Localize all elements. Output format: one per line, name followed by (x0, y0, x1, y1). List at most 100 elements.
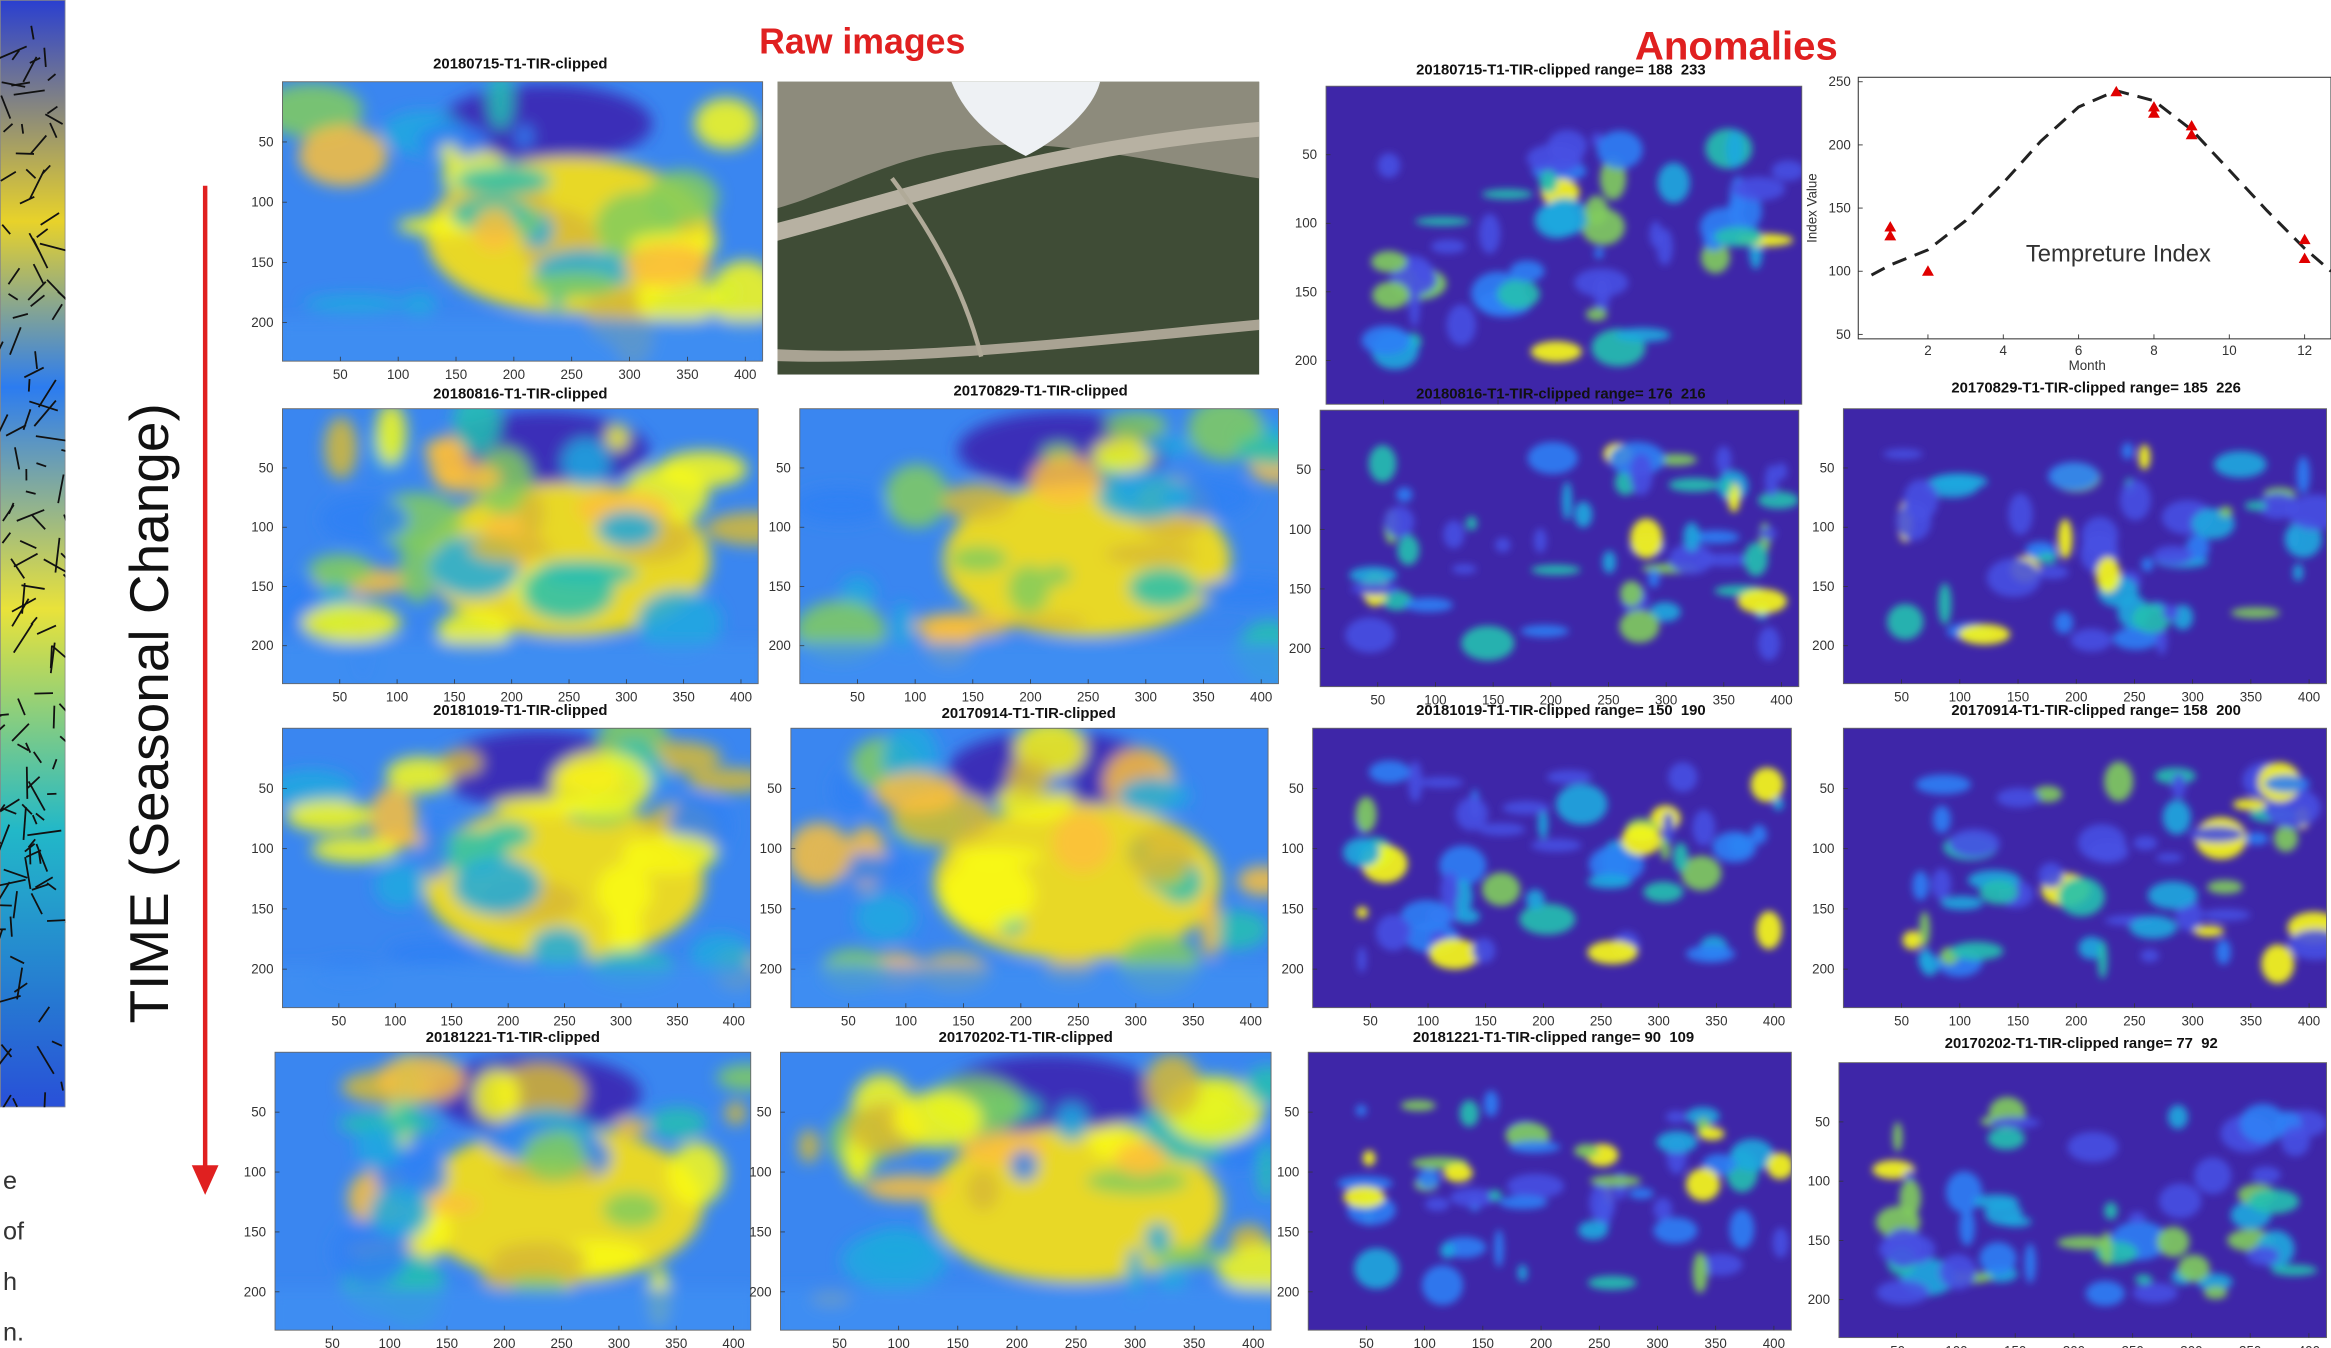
blob (1528, 442, 1578, 474)
y-tick-label: 150 (1812, 901, 1834, 916)
blob (1979, 880, 2018, 904)
blob (1597, 131, 1643, 169)
blob (2207, 880, 2243, 894)
blob (2240, 1104, 2286, 1143)
blob (1686, 1168, 1720, 1201)
blob (2141, 557, 2153, 571)
blob (1145, 1054, 1201, 1118)
x-tick-label: 150 (441, 1013, 463, 1028)
y-tick-label: 100 (1812, 841, 1834, 856)
x-tick-label: 250 (1065, 1336, 1087, 1348)
heading: Raw images (759, 22, 965, 62)
blob (1198, 578, 1298, 605)
y-tick-label: 150 (251, 901, 273, 916)
blob (356, 1125, 403, 1167)
blob (1657, 163, 1689, 204)
blob (2129, 1212, 2146, 1223)
y-tick-label: 100 (1829, 264, 1851, 279)
blob (1759, 527, 1776, 539)
x-tick-label: 100 (1949, 1013, 1971, 1028)
blob (2057, 1236, 2111, 1249)
blob (424, 439, 465, 460)
blob (1546, 770, 1592, 784)
y-tick-label: 50 (1820, 781, 1835, 796)
blob (1053, 812, 1112, 873)
blob (1369, 760, 1410, 783)
y-tick-label: 50 (259, 781, 274, 796)
blob (793, 487, 887, 523)
blob (1362, 326, 1411, 355)
x-tick-label: 350 (2240, 1013, 2262, 1028)
x-tick-label: 200 (1006, 1336, 1028, 1348)
blob (2281, 1126, 2310, 1156)
blob (1531, 839, 1582, 852)
y-tick-label: 50 (1289, 781, 1304, 796)
heatmap-panel: 20170202-T1-TIR-clipped range= 77 925010… (1808, 1036, 2328, 1348)
blob (1919, 911, 1930, 946)
blob (1950, 942, 2003, 960)
blob (2055, 612, 2074, 634)
x-tick-label: 300 (610, 1013, 632, 1028)
blob (864, 1174, 952, 1201)
x-tick-label: 300 (608, 1336, 630, 1348)
x-tick-label: 300 (2182, 1013, 2204, 1028)
blob (1773, 797, 1784, 810)
x-tick-label: 250 (2123, 1013, 2145, 1028)
x-tick-label: 400 (734, 367, 756, 382)
blob (874, 772, 960, 813)
blob (1692, 810, 1715, 846)
blob (624, 242, 711, 286)
heatmap-image (1313, 728, 1792, 1007)
blob (1440, 872, 1458, 909)
panel-title: 20180715-T1-TIR-clipped (433, 56, 607, 72)
blob (2038, 862, 2063, 888)
y-tick-label: 150 (1812, 579, 1834, 594)
blob (515, 124, 533, 149)
y-tick-label: 150 (1289, 581, 1311, 596)
blob (668, 1142, 725, 1206)
blob (1758, 492, 1799, 509)
blob (2159, 1183, 2202, 1218)
y-tick-label: 250 (1829, 74, 1851, 89)
blob (1887, 604, 1924, 640)
heatmap-panel: 20181019-T1-TIR-clipped50100150200250300… (251, 703, 772, 1029)
blob (1904, 479, 1939, 520)
blob (2157, 1227, 2190, 1257)
blob (1729, 1209, 1754, 1249)
blob (1699, 1127, 1724, 1140)
text-fragment: of (3, 1218, 25, 1246)
blob (493, 796, 594, 814)
blob (440, 750, 483, 775)
y-tick-label: 100 (760, 841, 782, 856)
blob (1217, 1244, 1321, 1294)
y-tick-label: 150 (769, 579, 791, 594)
blob (1714, 227, 1762, 247)
blob (1683, 522, 1700, 551)
x-tick-label: 400 (723, 1013, 745, 1028)
x-tick-label: 50 (1894, 1013, 1909, 1028)
y-tick-label: 100 (749, 1164, 771, 1179)
blob (1987, 558, 2041, 597)
blob (1376, 914, 1410, 951)
blob (2135, 1275, 2152, 1285)
x-tick-label: 350 (1705, 1336, 1727, 1348)
blob (1479, 214, 1500, 254)
blob (434, 462, 501, 493)
x-tick-label: 350 (673, 689, 695, 704)
blob (1673, 843, 1688, 872)
x-tick-label: 350 (1705, 1013, 1727, 1028)
blob (942, 483, 1015, 520)
panel-title: 20180816-T1-TIR-clipped range= 176 216 (1416, 386, 1706, 402)
blob (2245, 501, 2267, 510)
heatmap-image (773, 1052, 1320, 1344)
blob (1686, 945, 1735, 962)
y-tick-label: 50 (1820, 460, 1835, 475)
x-tick-label: 300 (2180, 1343, 2202, 1348)
x-tick-label: 250 (1077, 689, 1099, 704)
heatmap-image (1308, 1052, 1793, 1330)
blob (1201, 891, 1220, 958)
blob (473, 207, 516, 251)
blob (1495, 538, 1511, 553)
x-tick-label: 250 (550, 1336, 572, 1348)
blob (1586, 308, 1607, 321)
